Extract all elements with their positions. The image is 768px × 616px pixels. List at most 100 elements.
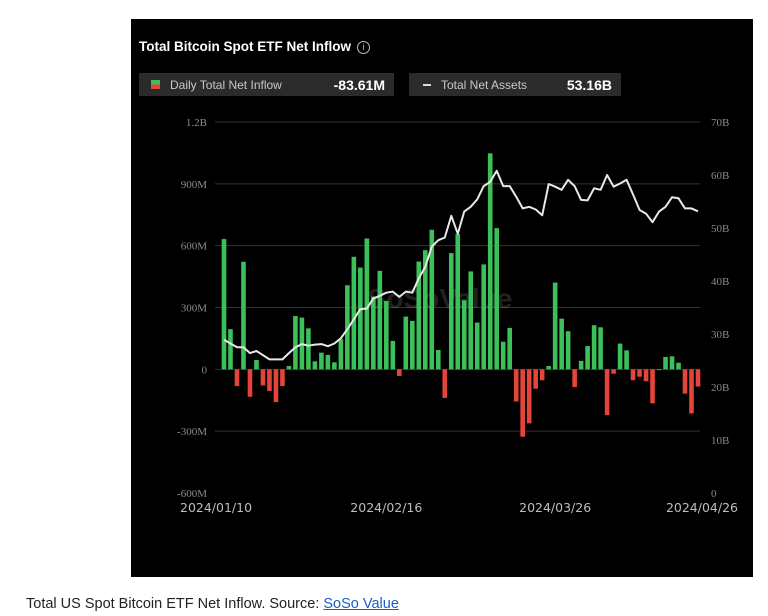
y-right-tick-label: 20B bbox=[711, 382, 729, 394]
bar bbox=[578, 360, 584, 370]
bar bbox=[663, 356, 668, 370]
bar bbox=[630, 369, 636, 381]
y-left-tick-label: -300M bbox=[177, 426, 207, 438]
bar bbox=[435, 349, 441, 370]
legend-label: Daily Total Net Inflow bbox=[170, 77, 282, 92]
bar bbox=[448, 253, 454, 370]
bar bbox=[455, 234, 461, 370]
bar bbox=[546, 366, 551, 370]
bar bbox=[390, 340, 396, 370]
bar bbox=[267, 369, 272, 391]
y-left-tick-label: 900M bbox=[181, 179, 208, 191]
bar bbox=[656, 369, 662, 371]
chart-card: Total Bitcoin Spot ETF Net Inflow i Daily… bbox=[131, 19, 753, 577]
bar bbox=[403, 316, 409, 370]
x-tick-label: 2024/04/26 bbox=[666, 500, 738, 515]
legend-value: 53.16B bbox=[566, 76, 612, 93]
bar bbox=[319, 352, 324, 370]
bar bbox=[559, 318, 564, 370]
bar bbox=[572, 369, 577, 388]
y-right-tick-label: 30B bbox=[711, 329, 729, 341]
bar bbox=[637, 369, 642, 377]
bar bbox=[481, 264, 487, 370]
y-left-tick-label: 0 bbox=[202, 364, 208, 376]
bar bbox=[682, 369, 688, 394]
bar bbox=[286, 366, 292, 370]
x-tick-label: 2024/03/26 bbox=[519, 500, 591, 515]
bar bbox=[611, 369, 616, 374]
net-assets-line bbox=[223, 169, 699, 361]
bar bbox=[306, 328, 311, 370]
y-right-tick-label: 40B bbox=[711, 276, 729, 288]
bar bbox=[487, 153, 493, 370]
chart-title: Total Bitcoin Spot ETF Net Inflow i bbox=[139, 39, 370, 54]
bar bbox=[539, 369, 545, 381]
bar bbox=[241, 261, 246, 370]
bar bbox=[650, 369, 655, 404]
bar bbox=[591, 325, 597, 370]
bar bbox=[234, 369, 240, 387]
bar bbox=[254, 360, 259, 370]
bar bbox=[377, 270, 383, 370]
bar bbox=[669, 356, 675, 370]
y-right-tick-label: 60B bbox=[711, 170, 729, 182]
bar bbox=[461, 300, 467, 370]
bar bbox=[526, 369, 532, 424]
bar bbox=[228, 329, 233, 370]
legend-value: -83.61M bbox=[333, 76, 385, 93]
bar bbox=[552, 282, 558, 370]
bar bbox=[624, 350, 629, 370]
bar bbox=[604, 369, 610, 416]
bar bbox=[565, 331, 571, 370]
bar bbox=[332, 362, 337, 370]
bar bbox=[260, 369, 266, 386]
x-tick-label: 2024/01/10 bbox=[180, 500, 252, 515]
bar bbox=[429, 229, 435, 370]
legend-line-icon bbox=[423, 83, 431, 86]
bar bbox=[273, 369, 279, 403]
bar bbox=[468, 271, 474, 370]
bar bbox=[500, 341, 506, 370]
bar bbox=[617, 343, 623, 370]
bar bbox=[585, 346, 590, 370]
bar bbox=[371, 296, 376, 370]
y-right-tick-label: 10B bbox=[711, 435, 729, 447]
bar bbox=[494, 228, 500, 370]
bar bbox=[293, 315, 298, 370]
bar bbox=[247, 369, 253, 397]
bar bbox=[364, 238, 370, 370]
figure-caption: Total US Spot Bitcoin ETF Net Inflow. So… bbox=[26, 596, 399, 612]
x-tick-label: 2024/02/16 bbox=[350, 500, 422, 515]
chart-title-text: Total Bitcoin Spot ETF Net Inflow bbox=[139, 39, 351, 54]
y-left-tick-label: 600M bbox=[181, 241, 208, 253]
bar bbox=[533, 369, 538, 389]
bar bbox=[643, 369, 649, 382]
bar bbox=[384, 300, 389, 370]
bar bbox=[410, 320, 415, 370]
bar bbox=[221, 239, 227, 370]
bar bbox=[598, 327, 603, 370]
bar bbox=[358, 267, 363, 370]
caption-text: Total US Spot Bitcoin ETF Net Inflow. So… bbox=[26, 596, 324, 612]
bar bbox=[345, 285, 350, 370]
info-icon[interactable]: i bbox=[356, 41, 370, 54]
bar bbox=[676, 362, 681, 370]
y-left-tick-label: 1.2B bbox=[186, 117, 207, 129]
bar bbox=[513, 369, 519, 402]
source-link[interactable]: SoSo Value bbox=[323, 596, 399, 612]
y-right-tick-label: 70B bbox=[711, 117, 729, 129]
legend-total-net-assets[interactable]: Total Net Assets 53.16B bbox=[409, 73, 621, 96]
y-right-tick-label: 50B bbox=[711, 223, 729, 235]
bar bbox=[325, 354, 331, 370]
y-left-tick-label: 300M bbox=[181, 303, 208, 315]
legend-label: Total Net Assets bbox=[441, 77, 528, 92]
y-left-tick-label: -600M bbox=[177, 488, 207, 500]
y-right-tick-label: 0 bbox=[711, 488, 717, 500]
bar bbox=[280, 369, 285, 387]
bar bbox=[338, 339, 344, 370]
bar bbox=[351, 256, 357, 370]
bar bbox=[520, 369, 525, 437]
legend-daily-net-inflow[interactable]: Daily Total Net Inflow -83.61M bbox=[139, 73, 394, 96]
bar bbox=[312, 361, 318, 370]
